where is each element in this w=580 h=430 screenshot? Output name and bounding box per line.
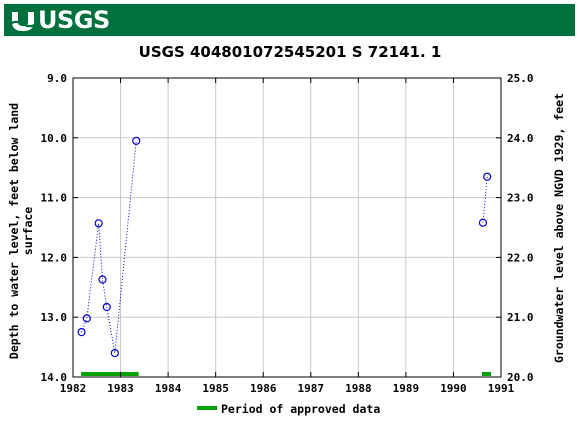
x-tick-label: 1990: [440, 382, 467, 395]
series-line: [482, 176, 488, 223]
data-point: [94, 219, 103, 228]
y-right-tick-labels: 25.0 24.0 23.0 22.0 21.0 20.0: [496, 72, 534, 384]
approved-period-bar: [481, 372, 492, 376]
usgs-logo-text: USGS: [38, 6, 110, 34]
data-points: [77, 136, 492, 358]
data-point: [478, 218, 488, 227]
data-point: [132, 136, 141, 145]
data-point: [77, 328, 86, 337]
usgs-banner: USGS: [4, 4, 575, 36]
usgs-logo[interactable]: USGS: [10, 6, 110, 34]
y-right-tick-label: 25.0: [507, 72, 534, 85]
x-tick-label: 1988: [345, 382, 372, 395]
x-tick-label: 1982: [60, 382, 87, 395]
data-point: [483, 172, 492, 181]
x-tick-label: 1983: [107, 382, 134, 395]
series-line: [81, 140, 137, 354]
legend-swatch: [197, 406, 217, 410]
x-tick-label: 1986: [250, 382, 277, 395]
legend-label: Period of approved data: [221, 402, 380, 416]
approved-period-bar: [81, 372, 139, 376]
x-tick-label: 1987: [298, 382, 325, 395]
x-tick-label: 1991: [488, 382, 515, 395]
y-left-tick-label: 13.0: [41, 311, 68, 324]
y-right-tick-label: 21.0: [507, 311, 534, 324]
y-left-tick-label: 9.0: [47, 72, 67, 85]
data-point: [82, 314, 91, 323]
y-left-tick-labels: 9.0 10.0 11.0 12.0 13.0 14.0: [41, 72, 78, 384]
y-right-tick-label: 24.0: [507, 132, 534, 145]
x-tick-label: 1989: [393, 382, 420, 395]
legend: Period of approved data: [197, 402, 380, 416]
x-tick-label: 1984: [155, 382, 182, 395]
y-left-tick-label: 12.0: [41, 251, 68, 264]
x-tick-label: 1985: [202, 382, 229, 395]
x-tick-labels: 1982 1983 1984 1985 1986 1987 1988 1989 1990 1991: [60, 78, 515, 395]
grid-lines: [72, 77, 502, 378]
data-point: [102, 302, 111, 312]
plot-frame: [72, 77, 502, 378]
y-left-tick-label: 10.0: [41, 132, 68, 145]
data-point: [110, 348, 119, 358]
y-right-tick-label: 22.0: [507, 251, 534, 264]
chart-title: USGS 404801072545201 S 72141. 1: [138, 43, 442, 61]
y-right-tick-label: 20.0: [507, 371, 534, 384]
y-right-tick-label: 23.0: [507, 192, 534, 205]
y-left-tick-label: 14.0: [41, 371, 68, 384]
usgs-wave-icon: [10, 12, 36, 31]
y-axis-left-label-line1: Depth to water level, feet below land: [7, 103, 21, 359]
y-left-tick-label: 11.0: [41, 192, 68, 205]
y-axis-right-label: Groundwater level above NGVD 1929, feet: [552, 93, 566, 363]
y-axis-left-label-line2: surface: [21, 207, 35, 256]
approved-period-bars: [81, 372, 492, 376]
series-lines: [81, 140, 488, 354]
data-point: [98, 275, 107, 284]
